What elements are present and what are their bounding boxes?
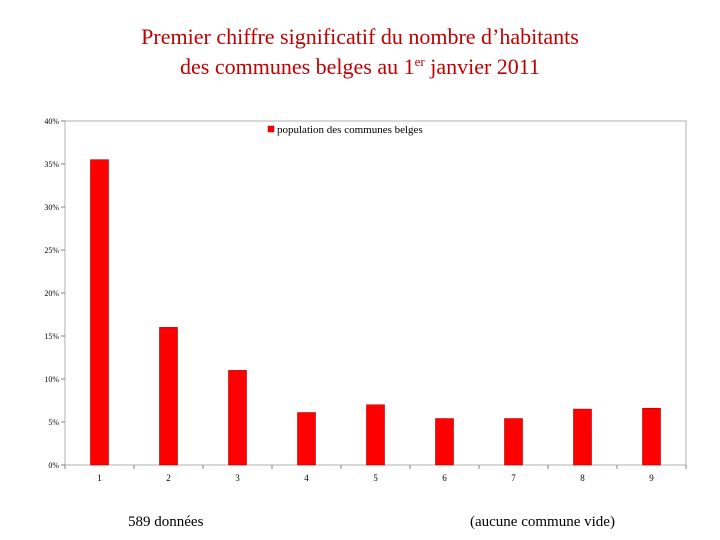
bar-7 [504,418,523,466]
y-tick-label: 5% [48,418,59,427]
bar-4 [297,412,316,466]
title-superscript: er [414,54,425,69]
data-count-note: 589 données [128,514,204,530]
x-tick-label: 6 [442,473,447,483]
y-tick-label: 0% [48,461,59,470]
bar-5 [366,404,385,466]
x-tick-label: 4 [304,473,309,483]
x-tick-label: 8 [580,473,585,483]
bar-6 [435,418,454,466]
empty-commune-note: (aucune commune vide) [470,514,615,530]
x-tick-label: 1 [97,473,102,483]
x-tick-label: 3 [235,473,240,483]
x-tick-label: 5 [373,473,378,483]
title-line-2: des communes belges au 1er janvier 2011 [0,52,720,82]
y-tick-label: 35% [44,160,59,169]
y-tick-label: 10% [44,375,59,384]
bar-9 [642,407,661,466]
x-tick-label: 2 [166,473,171,483]
y-tick-label: 40% [44,117,59,126]
legend-label: population des communes belges [277,124,423,136]
bar-3 [228,370,247,466]
title-line-2-start: des communes belges au 1 [180,54,415,79]
x-tick-label: 7 [511,473,516,483]
title-line-2-end: janvier 2011 [424,54,540,79]
y-tick-label: 25% [44,246,59,255]
title-line-1: Premier chiffre significatif du nombre d… [141,24,579,49]
x-tick-label: 9 [649,473,654,483]
bar-8 [573,408,592,466]
legend-swatch [267,125,275,133]
bar-2 [159,327,178,466]
bar-1 [90,159,109,466]
y-tick-label: 20% [44,289,59,298]
y-tick-label: 15% [44,332,59,341]
y-tick-label: 30% [44,203,59,212]
chart-title: Premier chiffre significatif du nombre d… [0,22,720,82]
